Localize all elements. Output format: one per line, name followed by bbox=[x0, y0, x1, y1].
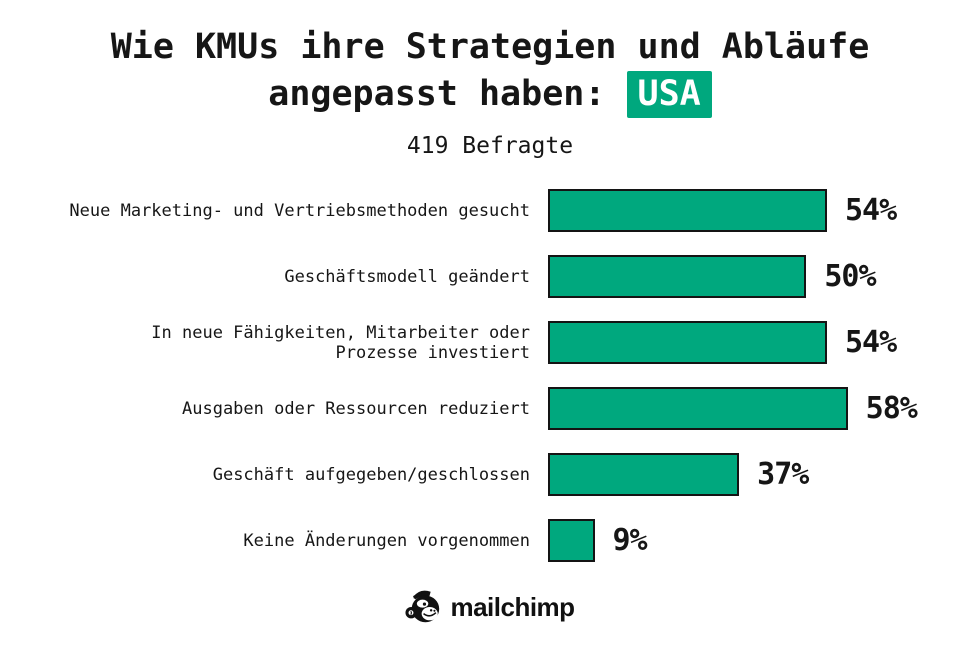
bar-track: 54% bbox=[548, 189, 980, 232]
value-label: 58% bbox=[865, 391, 918, 426]
value-label: 54% bbox=[845, 325, 897, 360]
value-label: 37% bbox=[757, 457, 809, 492]
value-label: 9% bbox=[612, 523, 648, 558]
bar bbox=[548, 453, 740, 496]
respondents-subtitle: 419 Befragte bbox=[406, 133, 574, 159]
mailchimp-freddie-icon bbox=[405, 590, 440, 623]
mailchimp-wordmark: mailchimp bbox=[450, 591, 575, 622]
bar-track: 58% bbox=[548, 387, 980, 430]
bar-row: Ausgaben oder Ressourcen reduziert 58% bbox=[55, 387, 980, 430]
title-line-2-text: angepasst haben: bbox=[268, 74, 606, 114]
category-label: Ausgaben oder Ressourcen reduziert bbox=[182, 398, 530, 419]
bar-track: 37% bbox=[548, 453, 980, 496]
page-title: Wie KMUs ihre Strategien und Abläufe ang… bbox=[0, 24, 980, 118]
value-label: 54% bbox=[845, 193, 897, 228]
bar bbox=[548, 255, 807, 298]
category-label: Geschäft aufgegeben/geschlossen bbox=[212, 464, 530, 485]
category-label: Keine Änderungen vorgenommen bbox=[243, 530, 530, 551]
category-label: Geschäftsmodell geändert bbox=[284, 266, 530, 287]
bar-row: Neue Marketing- und Vertriebsmethoden ge… bbox=[55, 189, 980, 232]
category-label: In neue Fähigkeiten, Mitarbeiter oder Pr… bbox=[151, 322, 530, 363]
bar bbox=[548, 189, 827, 232]
bar bbox=[548, 321, 827, 364]
title-line-1: Wie KMUs ihre Strategien und Abläufe bbox=[110, 27, 870, 67]
bar-row: In neue Fähigkeiten, Mitarbeiter oder Pr… bbox=[55, 321, 980, 364]
bar-track: 54% bbox=[548, 321, 980, 364]
bar-chart: Neue Marketing- und Vertriebsmethoden ge… bbox=[0, 189, 980, 562]
bar-track: 9% bbox=[548, 519, 980, 562]
value-label: 50% bbox=[824, 259, 876, 294]
bar-track: 50% bbox=[548, 255, 980, 298]
country-badge: USA bbox=[626, 71, 712, 118]
bar bbox=[548, 387, 848, 430]
bar bbox=[548, 519, 595, 562]
bar-row: Geschäft aufgegeben/geschlossen 37% bbox=[55, 453, 980, 496]
title-line-2: angepasst haben: USA bbox=[268, 71, 712, 118]
category-label: Neue Marketing- und Vertriebsmethoden ge… bbox=[69, 200, 530, 221]
bar-row: Keine Änderungen vorgenommen 9% bbox=[55, 519, 980, 562]
bar-row: Geschäftsmodell geändert 50% bbox=[55, 255, 980, 298]
mailchimp-logo: mailchimp bbox=[0, 587, 980, 627]
